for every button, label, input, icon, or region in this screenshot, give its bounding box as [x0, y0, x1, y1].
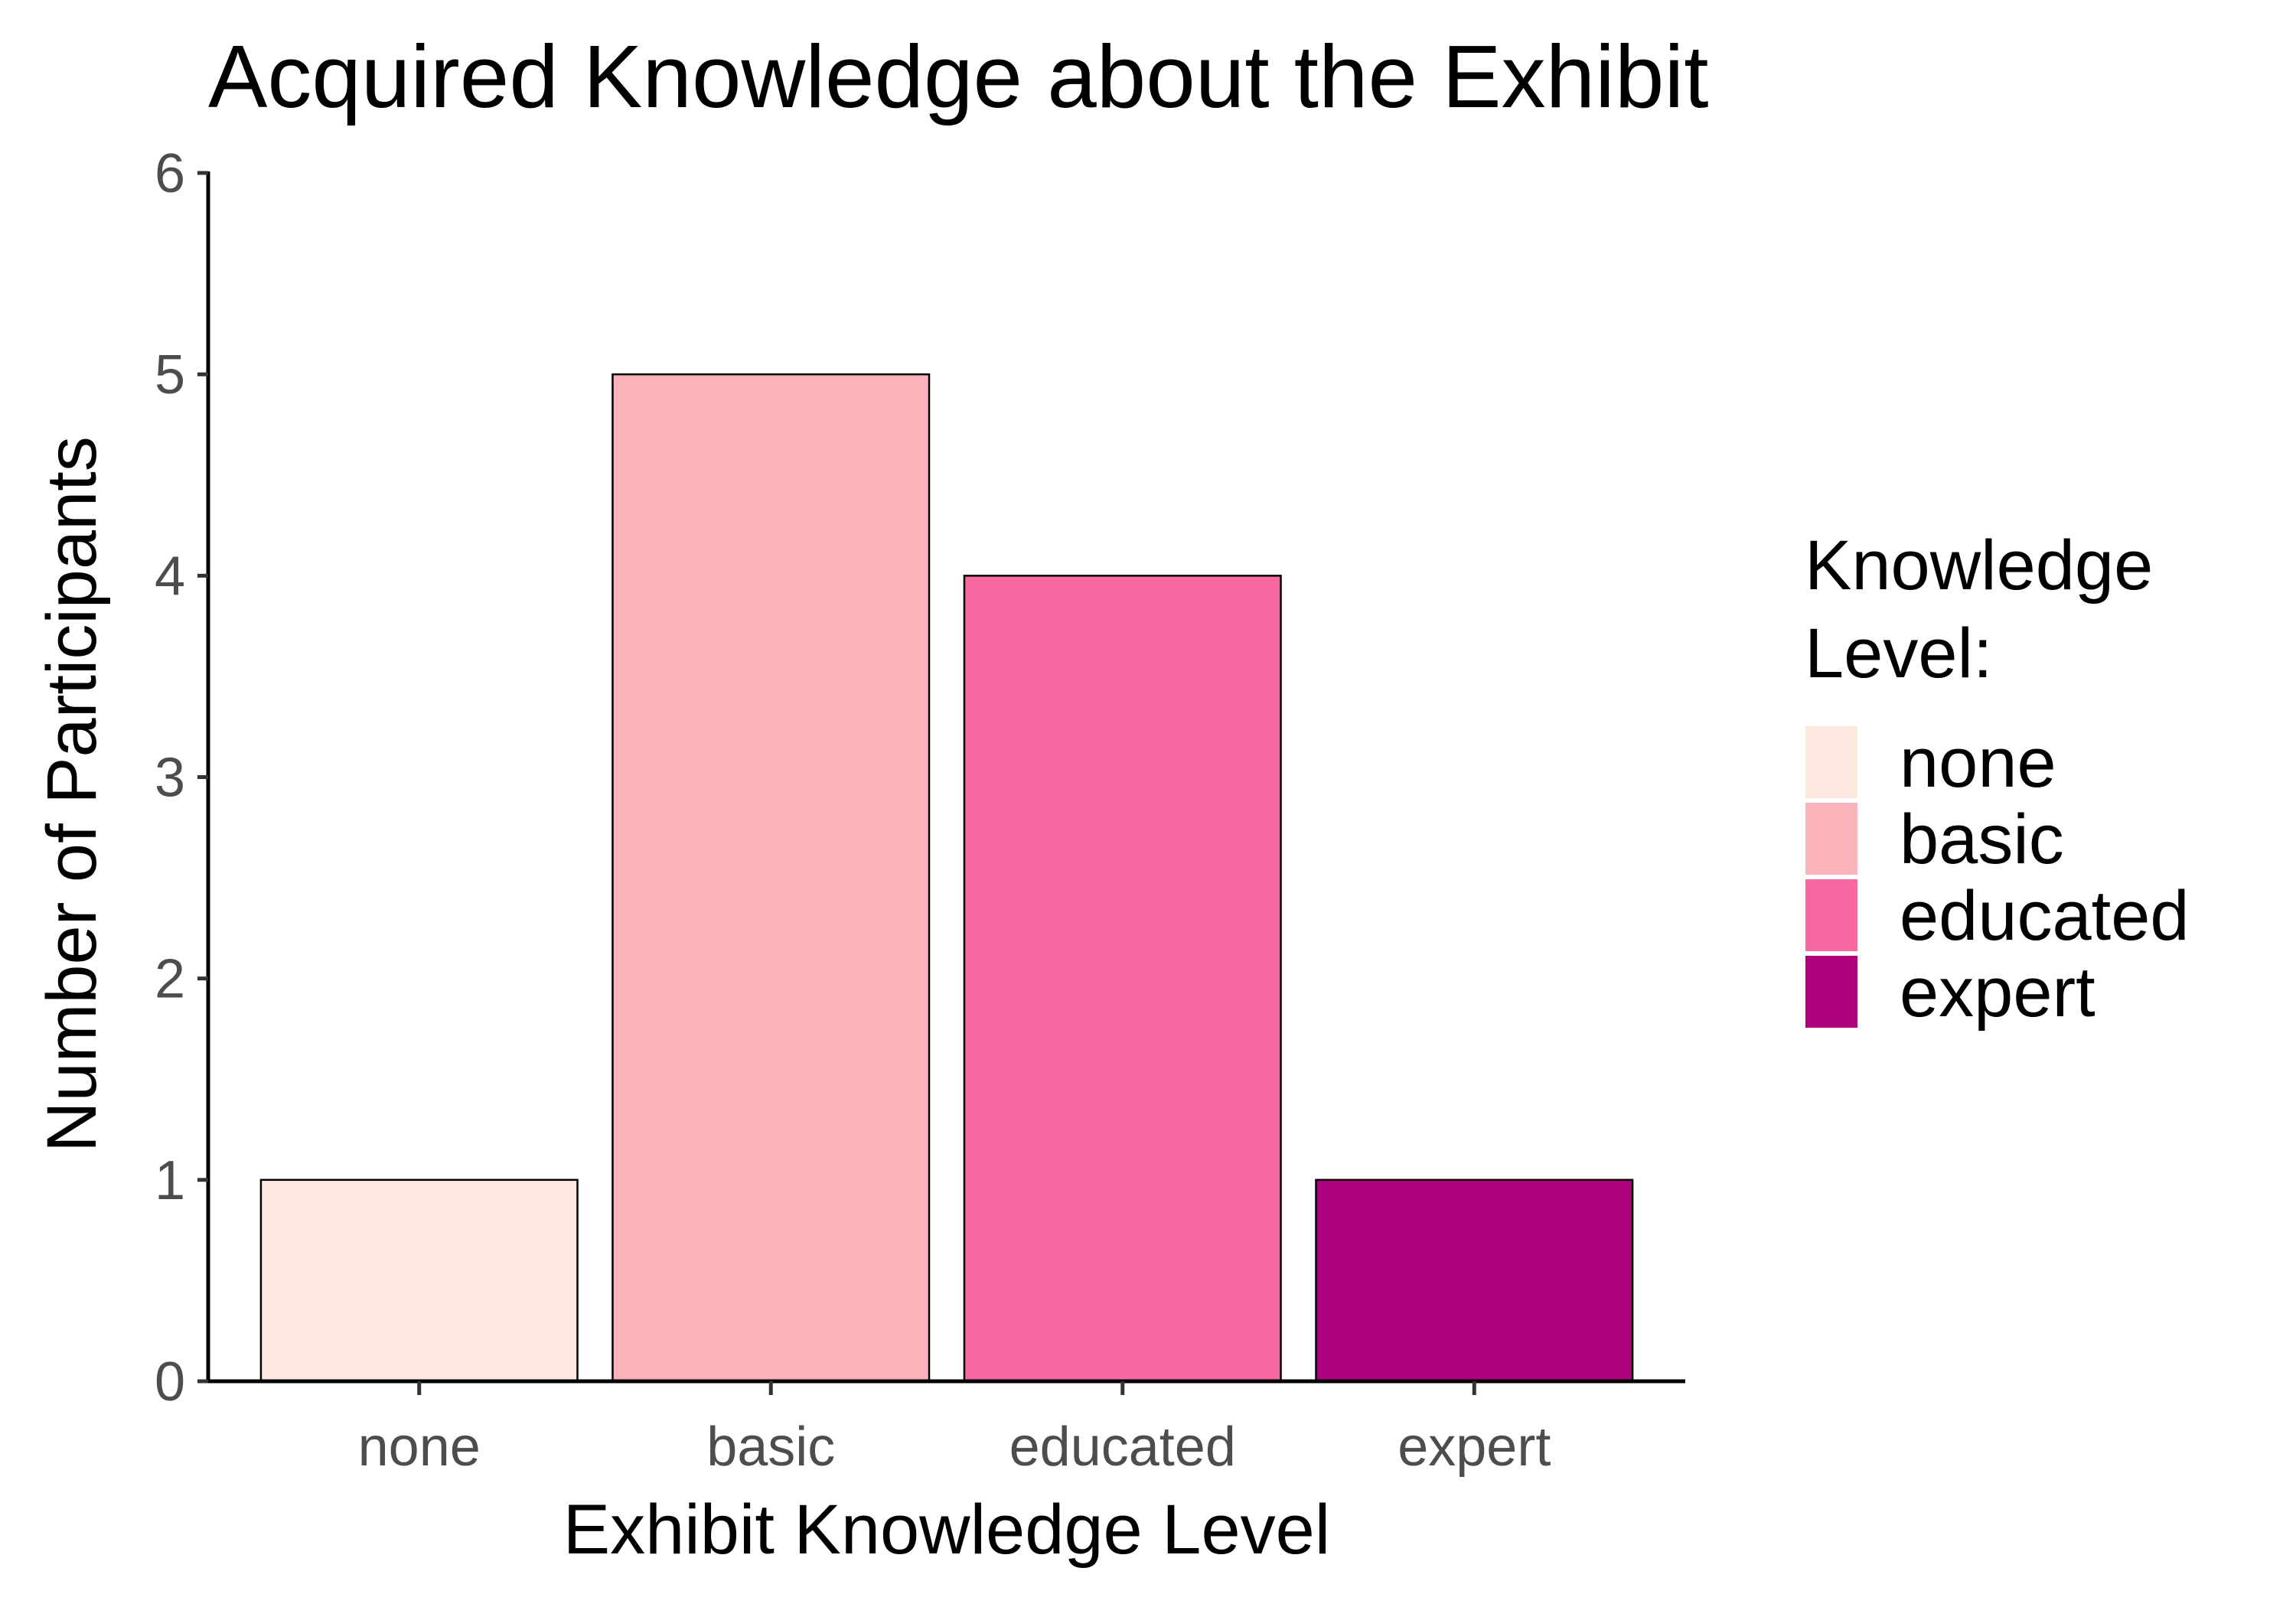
bars-layer — [259, 373, 1634, 1383]
legend-title-line: Knowledge — [1805, 526, 2153, 605]
bar-educated — [963, 575, 1282, 1383]
y-tick-label: 2 — [155, 949, 185, 1010]
y-tick-label: 5 — [155, 344, 185, 406]
bar-basic — [612, 373, 931, 1383]
x-tick-label: educated — [1009, 1416, 1236, 1478]
y-axis-title: Number of Participants — [33, 436, 111, 1152]
x-tick-label: basic — [706, 1416, 835, 1478]
bar-none — [259, 1178, 579, 1383]
y-tick-label: 4 — [155, 546, 185, 607]
legend-label-none: none — [1900, 724, 2056, 802]
legend-label-expert: expert — [1900, 953, 2095, 1032]
legend-label-basic: basic — [1900, 800, 2064, 878]
x-tick-label: expert — [1397, 1416, 1551, 1478]
legend-key-none — [1804, 725, 1859, 800]
chart-title: Acquired Knowledge about the Exhibit — [208, 27, 1708, 126]
y-tick-label: 0 — [155, 1351, 185, 1413]
legend-title-line: Level: — [1805, 614, 1993, 693]
legend-label-educated: educated — [1900, 877, 2190, 955]
x-tick-label: none — [358, 1416, 481, 1478]
x-axis-title: Exhibit Knowledge Level — [563, 1491, 1330, 1569]
y-tick-label: 6 — [155, 143, 185, 204]
y-axis-title-group: Number of Participants — [33, 436, 111, 1152]
legend-key-educated — [1804, 878, 1859, 953]
legend-key-expert — [1804, 954, 1859, 1029]
legend-key-basic — [1804, 801, 1859, 876]
bar-expert — [1315, 1178, 1634, 1383]
y-tick-label: 1 — [155, 1150, 185, 1211]
axes-layer: 0 1 2 3 4 5 6 none basic educated expert — [155, 143, 1685, 1478]
y-tick-label: 3 — [155, 748, 185, 809]
